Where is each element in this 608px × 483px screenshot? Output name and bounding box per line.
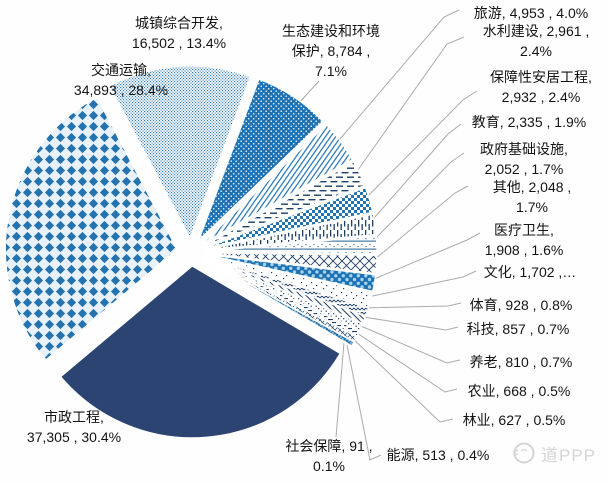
- pie-slice-affordable-housing: [204, 186, 374, 249]
- pie-slice-water-conservancy: [203, 161, 366, 247]
- leader-line-forestry: [347, 333, 454, 423]
- leader-line-agriculture: [350, 328, 458, 393]
- pie-slice-culture: [204, 254, 374, 308]
- leader-line-energy: [345, 339, 382, 461]
- pie-slice-gov-infrastructure: [204, 235, 378, 255]
- leader-lines: [297, 9, 481, 461]
- pie-slice-eco-environment: [198, 78, 324, 241]
- watermark-logo-icon: [512, 442, 535, 464]
- pie-slice-transportation: [4, 96, 179, 362]
- pie-slice-other: [204, 252, 378, 275]
- pie-slice-education: [204, 213, 377, 251]
- watermark-text: 道PPP: [541, 445, 597, 465]
- leader-line-education: [366, 123, 462, 227]
- leader-line-tourism: [333, 9, 460, 147]
- leader-line-sports: [358, 302, 462, 309]
- leader-line-affordable-housing: [361, 90, 478, 203]
- leader-line-elderly-care: [353, 322, 461, 364]
- pie-slices: [4, 65, 378, 439]
- leader-line-culture: [362, 270, 477, 299]
- leader-line-gov-infrastructure: [368, 152, 465, 246]
- leader-line-water-conservancy: [352, 36, 465, 178]
- pie-slice-social-security: [202, 258, 353, 348]
- pie-slice-municipal-engineering: [59, 265, 342, 439]
- watermark: 道PPP: [510, 440, 596, 466]
- leader-line-healthcare: [366, 232, 481, 283]
- pie-slice-urban-development: [108, 65, 252, 240]
- leader-line-technology: [356, 315, 459, 331]
- pie-slice-healthcare: [204, 253, 377, 293]
- leader-line-eco-environment: [297, 80, 320, 105]
- leader-line-other: [368, 185, 469, 265]
- leader-line-social-security: [335, 342, 345, 438]
- pie-slice-tourism: [201, 123, 354, 245]
